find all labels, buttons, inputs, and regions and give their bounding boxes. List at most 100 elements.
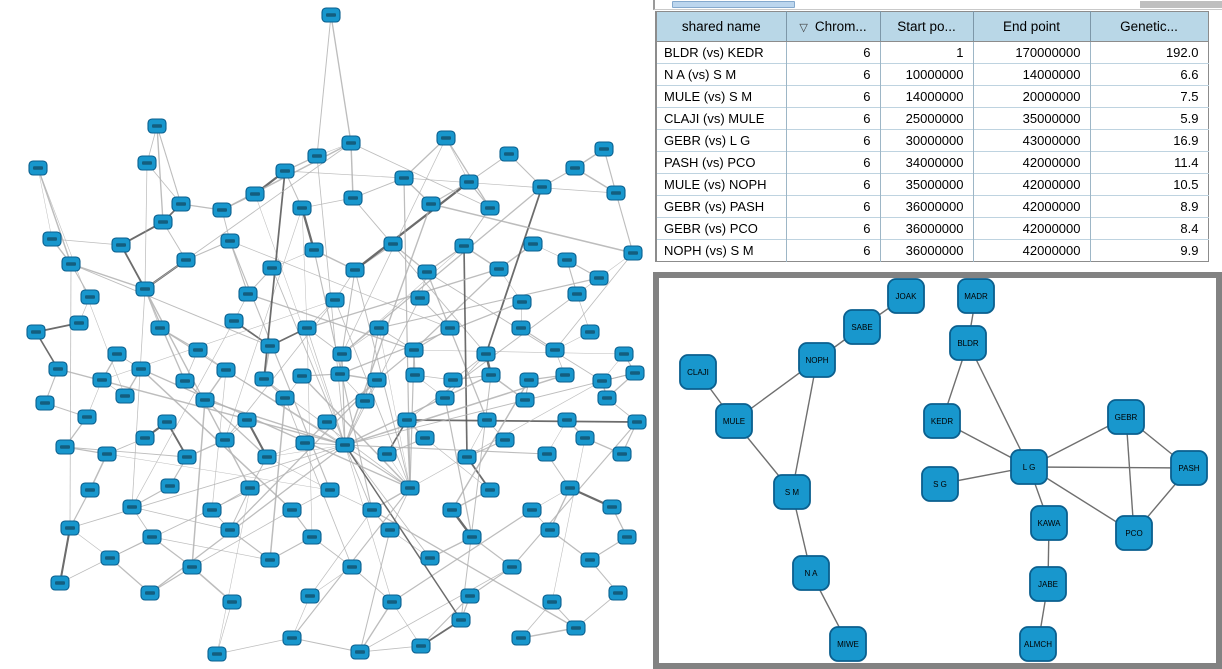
overview-node[interactable] [515, 392, 535, 408]
overview-node[interactable] [28, 160, 48, 176]
overview-node[interactable] [594, 141, 614, 157]
overview-node[interactable] [220, 233, 240, 249]
overview-node[interactable] [499, 146, 519, 162]
overview-node[interactable] [275, 390, 295, 406]
network-edge[interactable] [64, 446, 188, 458]
network-edge[interactable] [413, 349, 625, 355]
node-bldr[interactable]: BLDR [949, 325, 987, 361]
overview-node[interactable] [35, 395, 55, 411]
network-edge[interactable] [344, 297, 421, 446]
overview-node[interactable] [341, 135, 361, 151]
overview-node[interactable] [592, 373, 612, 389]
network-edge[interactable] [350, 142, 354, 199]
overview-node[interactable] [495, 432, 515, 448]
column-header-chrom-[interactable]: ▽ Chrom... [785, 11, 880, 42]
overview-node[interactable] [137, 155, 157, 171]
network-edge[interactable] [69, 263, 72, 529]
overview-node[interactable] [597, 390, 617, 406]
network-edge[interactable] [344, 444, 393, 603]
overview-node[interactable] [436, 130, 456, 146]
overview-node[interactable] [237, 412, 257, 428]
network-edge[interactable] [216, 601, 233, 655]
overview-node[interactable] [545, 342, 565, 358]
overview-node[interactable] [542, 594, 562, 610]
overview-node[interactable] [367, 372, 387, 388]
overview-node[interactable] [617, 529, 637, 545]
network-edge[interactable] [378, 327, 411, 489]
network-edge[interactable] [156, 125, 164, 223]
overview-node[interactable] [77, 409, 97, 425]
network-edge[interactable] [37, 167, 72, 265]
node-pco[interactable]: PCO [1115, 515, 1153, 551]
network-edge[interactable] [359, 645, 422, 653]
overview-node[interactable] [140, 585, 160, 601]
overview-node[interactable] [557, 412, 577, 428]
overview-node[interactable] [135, 430, 155, 446]
node-mule[interactable]: MULE [715, 403, 753, 439]
network-edge[interactable] [354, 181, 470, 271]
network-edge[interactable] [254, 193, 346, 446]
overview-node[interactable] [608, 585, 628, 601]
overview-node[interactable] [282, 502, 302, 518]
network-edge[interactable] [344, 444, 431, 559]
overview-node[interactable] [454, 238, 474, 254]
overview-node[interactable] [321, 7, 341, 23]
table-row[interactable]: MULE (vs) S M 6 14000000 20000000 7.5 [656, 85, 1208, 108]
network-edge[interactable] [359, 566, 513, 653]
network-edge[interactable] [359, 601, 393, 653]
overview-node[interactable] [377, 446, 397, 462]
overview-node[interactable] [417, 264, 437, 280]
node-noph[interactable]: NOPH [798, 342, 836, 378]
overview-node[interactable] [380, 522, 400, 538]
column-header-genetic-[interactable]: Genetic... [1089, 11, 1208, 42]
overview-node[interactable] [440, 320, 460, 336]
overview-node[interactable] [171, 196, 191, 212]
network-edge[interactable] [378, 277, 600, 329]
overview-node[interactable] [481, 367, 501, 383]
overview-node[interactable] [55, 439, 75, 455]
network-edge[interactable] [615, 192, 634, 254]
overview-node[interactable] [92, 372, 112, 388]
network-edge[interactable] [341, 245, 465, 355]
overview-node[interactable] [97, 446, 117, 462]
overview-node[interactable] [176, 252, 196, 268]
overview-node[interactable] [207, 646, 227, 662]
overview-node[interactable] [435, 390, 455, 406]
overview-node[interactable] [330, 366, 350, 382]
column-header-start-po-[interactable]: Start po... [879, 11, 973, 42]
overview-node[interactable] [512, 294, 532, 310]
overview-node[interactable] [111, 237, 131, 253]
overview-node[interactable] [60, 520, 80, 536]
overview-node[interactable] [575, 430, 595, 446]
network-detail-canvas[interactable]: JOAK MADR SABE BLDR NOPH CLAJI KEDR GEBR MULE L G… [659, 278, 1216, 663]
overview-node[interactable] [26, 324, 46, 340]
overview-node[interactable] [107, 346, 127, 362]
overview-node[interactable] [295, 435, 315, 451]
overview-node[interactable] [48, 361, 68, 377]
network-edge[interactable] [69, 444, 346, 529]
overview-node[interactable] [476, 346, 496, 362]
network-edge[interactable] [131, 320, 235, 508]
network-edge[interactable] [229, 240, 451, 329]
node-joak[interactable]: JOAK [887, 278, 925, 314]
overview-node[interactable] [383, 236, 403, 252]
column-header-shared-name[interactable]: shared name [656, 11, 786, 42]
node-s-m[interactable]: S M [773, 474, 811, 510]
edge-attribute-table[interactable]: shared name ▽ Chrom... Start po... End point… [655, 11, 1209, 262]
overview-node[interactable] [421, 196, 441, 212]
overview-node[interactable] [606, 185, 626, 201]
network-edge[interactable] [149, 444, 346, 594]
network-edge[interactable] [967, 342, 1030, 468]
network-edge[interactable] [301, 207, 308, 329]
network-edge[interactable] [344, 444, 373, 511]
overview-node[interactable] [150, 320, 170, 336]
network-edge[interactable] [371, 509, 577, 629]
overview-node[interactable] [175, 373, 195, 389]
node-almch[interactable]: ALMCH [1019, 626, 1057, 662]
overview-node[interactable] [565, 160, 585, 176]
overview-node[interactable] [80, 482, 100, 498]
overview-node[interactable] [443, 372, 463, 388]
overview-node[interactable] [202, 502, 222, 518]
overview-node[interactable] [115, 388, 135, 404]
network-edge[interactable] [316, 14, 332, 157]
